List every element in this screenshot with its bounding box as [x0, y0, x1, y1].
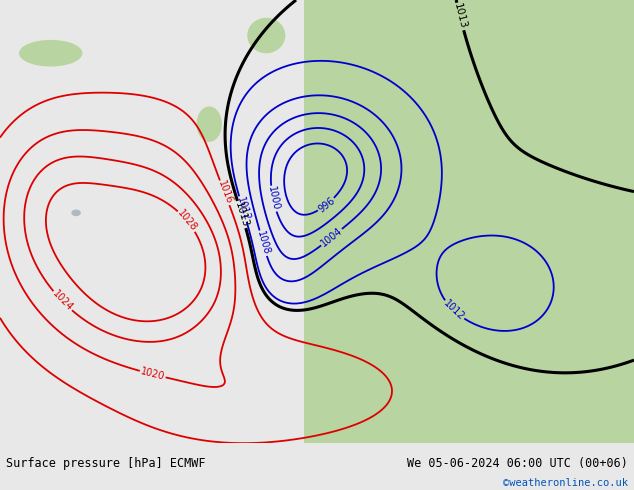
Text: 1013: 1013 [233, 200, 250, 228]
Text: 1012: 1012 [235, 196, 251, 222]
Text: 996: 996 [316, 195, 337, 214]
Text: ©weatheronline.co.uk: ©weatheronline.co.uk [503, 478, 628, 488]
Text: 1024: 1024 [50, 289, 74, 314]
Polygon shape [304, 0, 634, 443]
Text: 1004: 1004 [319, 226, 344, 249]
Ellipse shape [71, 210, 81, 216]
Text: 1013: 1013 [452, 2, 468, 30]
Text: 1012: 1012 [441, 298, 466, 322]
Text: We 05-06-2024 06:00 UTC (00+06): We 05-06-2024 06:00 UTC (00+06) [407, 458, 628, 470]
Text: 1028: 1028 [175, 208, 198, 234]
Ellipse shape [197, 106, 222, 142]
Text: 1008: 1008 [255, 230, 271, 256]
Text: Surface pressure [hPa] ECMWF: Surface pressure [hPa] ECMWF [6, 458, 206, 470]
Text: 1000: 1000 [266, 186, 280, 212]
Ellipse shape [19, 40, 82, 67]
Text: 1016: 1016 [216, 179, 234, 206]
Ellipse shape [247, 18, 285, 53]
Text: 1020: 1020 [139, 367, 166, 382]
